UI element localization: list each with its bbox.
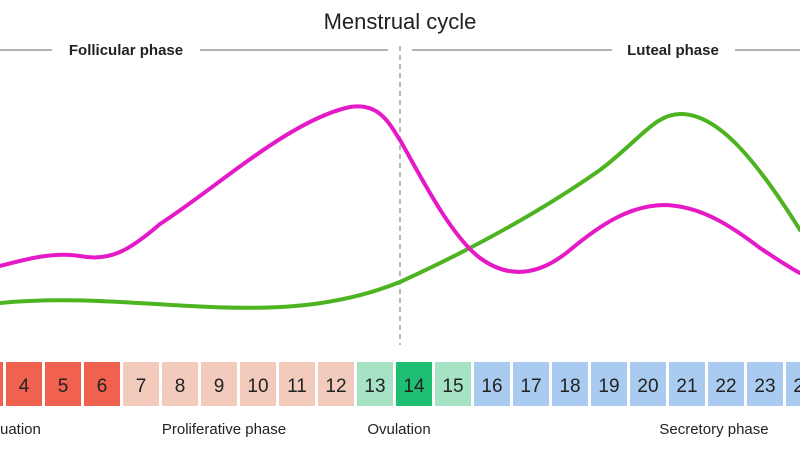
day-label: 9 bbox=[214, 376, 225, 397]
day-label: 18 bbox=[559, 376, 580, 397]
day-label: 4 bbox=[19, 376, 30, 397]
day-label: 21 bbox=[676, 376, 697, 397]
follicular-phase-label: Follicular phase bbox=[69, 42, 183, 59]
day-label: 15 bbox=[442, 376, 463, 397]
day-box bbox=[396, 362, 432, 406]
day-label: 12 bbox=[325, 376, 346, 397]
proliferative-phase-label: Proliferative phase bbox=[162, 421, 286, 438]
day-box bbox=[747, 362, 783, 406]
day-label: 19 bbox=[598, 376, 619, 397]
day-label: 10 bbox=[247, 376, 268, 397]
day-box bbox=[552, 362, 588, 406]
day-box bbox=[669, 362, 705, 406]
day-label: 7 bbox=[136, 376, 147, 397]
day-box bbox=[513, 362, 549, 406]
day-box bbox=[240, 362, 276, 406]
day-box bbox=[435, 362, 471, 406]
day-label: 14 bbox=[403, 376, 425, 397]
day-label: 13 bbox=[364, 376, 385, 397]
day-box bbox=[357, 362, 393, 406]
secretory-phase-label: Secretory phase bbox=[659, 421, 768, 438]
estrogen-curve bbox=[0, 104, 800, 275]
day-label: 20 bbox=[637, 376, 658, 397]
day-label: 5 bbox=[58, 376, 69, 397]
day-label: 17 bbox=[520, 376, 541, 397]
day-box bbox=[123, 362, 159, 406]
day-box bbox=[45, 362, 81, 406]
day-box bbox=[279, 362, 315, 406]
day-scale: 4 5 6 7 8 9 10 11 12 13 14 15 16 17 18 19 20 21 22 23 24 bbox=[0, 362, 800, 406]
day-label: 24 bbox=[793, 376, 800, 397]
day-box-partial bbox=[0, 362, 3, 406]
day-label: 16 bbox=[481, 376, 502, 397]
day-label: 8 bbox=[175, 376, 186, 397]
luteal-phase-label: Luteal phase bbox=[627, 42, 719, 59]
day-label: 6 bbox=[97, 376, 108, 397]
day-box bbox=[591, 362, 627, 406]
diagram-title: Menstrual cycle bbox=[324, 9, 477, 34]
day-box bbox=[162, 362, 198, 406]
ovulation-label: Ovulation bbox=[367, 421, 430, 438]
day-box bbox=[474, 362, 510, 406]
day-box bbox=[201, 362, 237, 406]
day-box bbox=[630, 362, 666, 406]
day-box bbox=[6, 362, 42, 406]
day-box bbox=[84, 362, 120, 406]
day-box bbox=[318, 362, 354, 406]
progesterone-curve bbox=[0, 111, 800, 310]
day-label: 11 bbox=[287, 376, 307, 397]
day-box bbox=[708, 362, 744, 406]
day-box bbox=[786, 362, 800, 406]
day-label: 22 bbox=[715, 376, 736, 397]
menstruation-label: uation bbox=[0, 421, 41, 438]
day-label: 23 bbox=[754, 376, 775, 397]
